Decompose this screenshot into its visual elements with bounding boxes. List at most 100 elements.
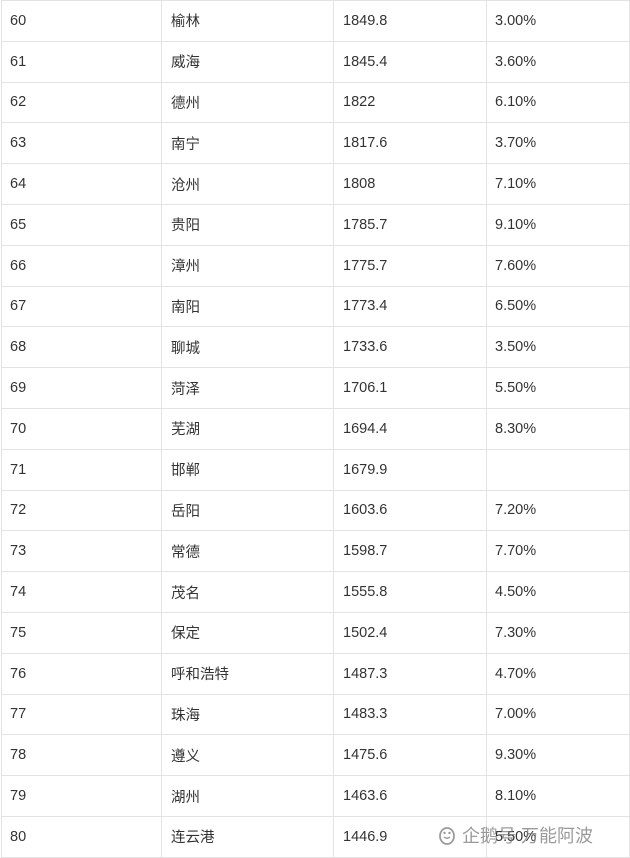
growth-cell: 8.30%: [486, 407, 630, 450]
table-row: 60 榆林 1849.8 3.00%: [1, 0, 630, 42]
rank-cell: 69: [1, 367, 162, 409]
gdp-cell: 1694.4: [333, 407, 487, 450]
rank-cell: 71: [1, 448, 162, 491]
growth-cell: 7.10%: [486, 163, 630, 205]
growth-cell: 5.50%: [486, 815, 630, 858]
table-row: 61 威海 1845.4 3.60%: [1, 40, 630, 83]
growth-cell: 7.60%: [486, 244, 630, 287]
gdp-cell: 1463.6: [333, 775, 487, 817]
rank-cell: 75: [1, 611, 162, 654]
table-row: 68 聊城 1733.6 3.50%: [1, 326, 630, 369]
table-row: 75 保定 1502.4 7.30%: [1, 611, 630, 654]
growth-cell: 7.70%: [486, 530, 630, 573]
city-cell: 威海: [161, 40, 334, 83]
growth-cell: [486, 448, 630, 491]
gdp-cell: 1446.9: [333, 815, 487, 858]
rank-cell: 65: [1, 203, 162, 246]
table-row: 74 茂名 1555.8 4.50%: [1, 571, 630, 613]
table-row: 80 连云港 1446.9 5.50%: [1, 815, 630, 858]
growth-cell: 4.50%: [486, 571, 630, 613]
rank-cell: 62: [1, 81, 162, 124]
growth-cell: 7.20%: [486, 489, 630, 532]
growth-cell: 9.10%: [486, 203, 630, 246]
gdp-cell: 1775.7: [333, 244, 487, 287]
rank-cell: 79: [1, 775, 162, 817]
city-cell: 连云港: [161, 815, 334, 858]
table-row: 67 南阳 1773.4 6.50%: [1, 285, 630, 328]
gdp-cell: 1817.6: [333, 122, 487, 165]
growth-cell: 7.00%: [486, 693, 630, 736]
gdp-cell: 1679.9: [333, 448, 487, 491]
gdp-cell: 1733.6: [333, 326, 487, 369]
gdp-cell: 1603.6: [333, 489, 487, 532]
table-row: 76 呼和浩特 1487.3 4.70%: [1, 652, 630, 695]
rank-cell: 80: [1, 815, 162, 858]
table-row: 66 漳州 1775.7 7.60%: [1, 244, 630, 287]
rank-cell: 72: [1, 489, 162, 532]
city-cell: 茂名: [161, 571, 334, 613]
gdp-cell: 1706.1: [333, 367, 487, 409]
growth-cell: 7.30%: [486, 611, 630, 654]
table-row: 64 沧州 1808 7.10%: [1, 163, 630, 205]
city-cell: 常德: [161, 530, 334, 573]
city-cell: 遵义: [161, 734, 334, 777]
city-cell: 邯郸: [161, 448, 334, 491]
table-row: 72 岳阳 1603.6 7.20%: [1, 489, 630, 532]
city-cell: 沧州: [161, 163, 334, 205]
growth-cell: 6.10%: [486, 81, 630, 124]
rank-cell: 76: [1, 652, 162, 695]
gdp-cell: 1487.3: [333, 652, 487, 695]
table-row: 62 德州 1822 6.10%: [1, 81, 630, 124]
growth-cell: 3.60%: [486, 40, 630, 83]
city-cell: 南阳: [161, 285, 334, 328]
table-row: 73 常德 1598.7 7.70%: [1, 530, 630, 573]
gdp-cell: 1849.8: [333, 0, 487, 42]
city-cell: 湖州: [161, 775, 334, 817]
city-cell: 贵阳: [161, 203, 334, 246]
table-row: 71 邯郸 1679.9: [1, 448, 630, 491]
growth-cell: 3.70%: [486, 122, 630, 165]
growth-cell: 3.00%: [486, 0, 630, 42]
rank-cell: 74: [1, 571, 162, 613]
city-cell: 珠海: [161, 693, 334, 736]
gdp-cell: 1808: [333, 163, 487, 205]
table-row: 65 贵阳 1785.7 9.10%: [1, 203, 630, 246]
table-row: 70 芜湖 1694.4 8.30%: [1, 407, 630, 450]
city-cell: 漳州: [161, 244, 334, 287]
city-cell: 呼和浩特: [161, 652, 334, 695]
city-cell: 菏泽: [161, 367, 334, 409]
city-cell: 南宁: [161, 122, 334, 165]
city-cell: 岳阳: [161, 489, 334, 532]
gdp-cell: 1785.7: [333, 203, 487, 246]
rank-cell: 67: [1, 285, 162, 328]
table-row: 63 南宁 1817.6 3.70%: [1, 122, 630, 165]
rank-cell: 70: [1, 407, 162, 450]
gdp-cell: 1773.4: [333, 285, 487, 328]
table-row: 79 湖州 1463.6 8.10%: [1, 775, 630, 817]
growth-cell: 5.50%: [486, 367, 630, 409]
gdp-cell: 1822: [333, 81, 487, 124]
gdp-cell: 1845.4: [333, 40, 487, 83]
rank-cell: 66: [1, 244, 162, 287]
gdp-cell: 1598.7: [333, 530, 487, 573]
growth-cell: 4.70%: [486, 652, 630, 695]
growth-cell: 6.50%: [486, 285, 630, 328]
rank-cell: 77: [1, 693, 162, 736]
rank-cell: 63: [1, 122, 162, 165]
rank-cell: 61: [1, 40, 162, 83]
city-cell: 芜湖: [161, 407, 334, 450]
rank-cell: 73: [1, 530, 162, 573]
table-row: 69 菏泽 1706.1 5.50%: [1, 367, 630, 409]
gdp-cell: 1475.6: [333, 734, 487, 777]
rank-cell: 68: [1, 326, 162, 369]
city-cell: 保定: [161, 611, 334, 654]
growth-cell: 3.50%: [486, 326, 630, 369]
gdp-cell: 1502.4: [333, 611, 487, 654]
rank-cell: 60: [1, 0, 162, 42]
table-row: 78 遵义 1475.6 9.30%: [1, 734, 630, 777]
rank-cell: 78: [1, 734, 162, 777]
gdp-cell: 1483.3: [333, 693, 487, 736]
city-cell: 聊城: [161, 326, 334, 369]
growth-cell: 9.30%: [486, 734, 630, 777]
